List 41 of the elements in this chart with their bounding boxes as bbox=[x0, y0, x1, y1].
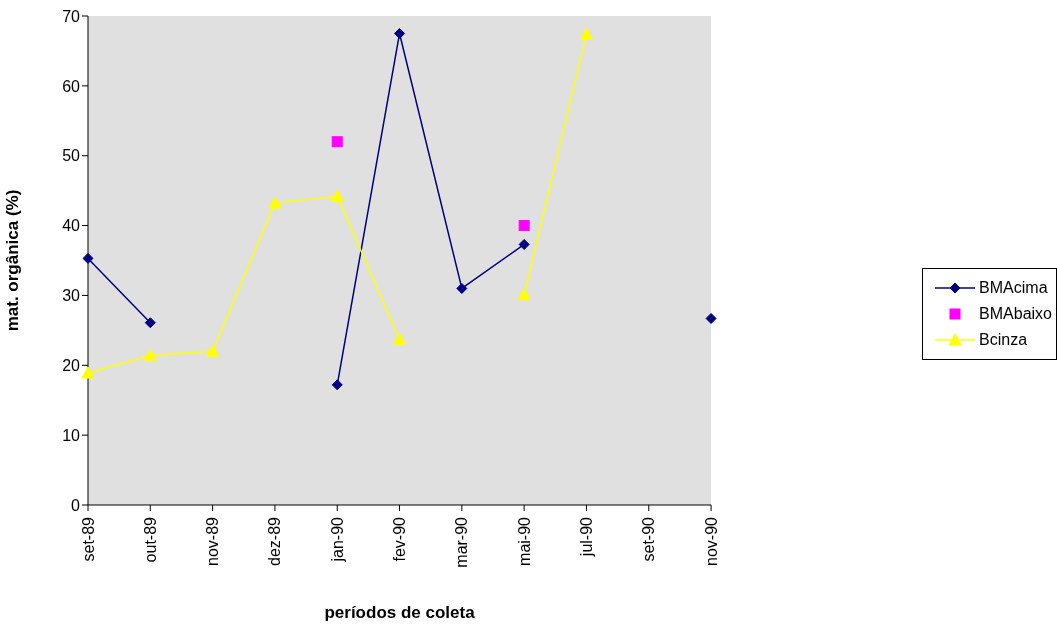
point bbox=[82, 252, 94, 264]
x-tick-label: fev-90 bbox=[391, 516, 409, 562]
point bbox=[393, 332, 407, 345]
point bbox=[394, 27, 406, 39]
x-tick-label: set-90 bbox=[640, 516, 658, 562]
x-tick-label: out-89 bbox=[141, 516, 159, 563]
legend-label: Bcinza bbox=[979, 330, 1028, 350]
y-tick-label: 30 bbox=[62, 287, 81, 305]
x-tick-label: jan-90 bbox=[328, 516, 346, 563]
point bbox=[143, 349, 157, 362]
x-tick-label: dez-89 bbox=[266, 516, 284, 566]
y-tick-label: 10 bbox=[62, 426, 81, 444]
x-tick-label: set-89 bbox=[79, 516, 97, 562]
point bbox=[268, 196, 282, 209]
y-axis-title: mat. orgânica (%) bbox=[3, 189, 23, 332]
x-tick-label: nov-89 bbox=[204, 516, 222, 566]
x-tick-label: mar-90 bbox=[453, 516, 471, 568]
point bbox=[206, 344, 220, 357]
x-axis-title: períodos de coleta bbox=[324, 603, 476, 622]
point bbox=[579, 27, 593, 40]
x-tick-label: jul-90 bbox=[577, 516, 595, 558]
legend-label: BMAcima bbox=[979, 278, 1048, 298]
y-tick-label: 70 bbox=[62, 7, 81, 25]
point bbox=[81, 366, 95, 379]
point bbox=[456, 282, 468, 294]
legend-label: BMAbaixo bbox=[979, 304, 1052, 324]
point bbox=[518, 238, 530, 250]
y-tick-label: 40 bbox=[62, 217, 81, 235]
point bbox=[331, 379, 343, 391]
point bbox=[331, 136, 343, 148]
point bbox=[517, 288, 531, 301]
y-tick-label: 60 bbox=[62, 77, 81, 95]
y-tick-label: 50 bbox=[62, 147, 81, 165]
point bbox=[330, 189, 344, 202]
x-tick-label: mai-90 bbox=[515, 516, 533, 566]
x-tick-label: nov-90 bbox=[702, 516, 720, 566]
point bbox=[144, 317, 156, 329]
point bbox=[705, 312, 717, 324]
point bbox=[518, 220, 530, 232]
y-tick-label: 20 bbox=[62, 356, 81, 374]
y-tick-label: 0 bbox=[71, 496, 81, 514]
